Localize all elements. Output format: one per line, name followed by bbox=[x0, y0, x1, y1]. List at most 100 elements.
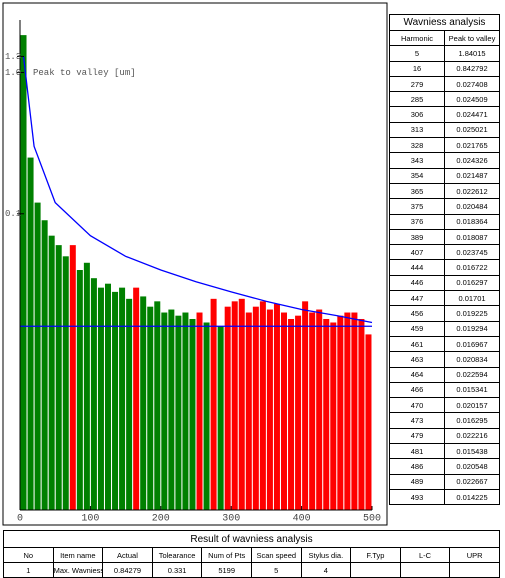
header-row: No Item name Actual Tolearance Num of Pts Sca… bbox=[3, 547, 500, 563]
cell: 489 bbox=[389, 473, 445, 490]
bar bbox=[34, 202, 41, 510]
bar bbox=[168, 309, 175, 510]
data-row: 481 0.015438 bbox=[389, 443, 500, 460]
bar bbox=[76, 270, 83, 510]
bar bbox=[55, 245, 62, 510]
data-row: 306 0.024471 bbox=[389, 106, 500, 123]
cell: 481 bbox=[389, 443, 445, 460]
data-row: 354 0.021487 bbox=[389, 167, 500, 184]
bar bbox=[266, 309, 273, 510]
cell: 0.020834 bbox=[444, 351, 500, 368]
cell: F.Typ bbox=[350, 547, 401, 563]
cell: 0.020484 bbox=[444, 198, 500, 215]
bar bbox=[126, 298, 133, 510]
cell: 375 bbox=[389, 198, 445, 215]
bar bbox=[161, 312, 168, 510]
bar bbox=[344, 312, 351, 510]
y-axis-label: Peak to valley [um] bbox=[33, 68, 136, 78]
cell: 0.020157 bbox=[444, 397, 500, 414]
data-row: 328 0.021765 bbox=[389, 137, 500, 154]
bar bbox=[196, 312, 203, 510]
data-row: 464 0.022594 bbox=[389, 366, 500, 383]
bar bbox=[323, 318, 330, 510]
data-row: 343 0.024326 bbox=[389, 152, 500, 169]
x-tick-label: 100 bbox=[81, 514, 99, 525]
result-table: Result of wavniess analysis No Item name Ac… bbox=[3, 530, 500, 578]
cell: 444 bbox=[389, 259, 445, 276]
cell: 0.022612 bbox=[444, 182, 500, 200]
bar bbox=[133, 287, 140, 510]
data-row: 463 0.020834 bbox=[389, 351, 500, 368]
bar bbox=[83, 262, 90, 510]
cell: 376 bbox=[389, 213, 445, 230]
cell: 279 bbox=[389, 75, 445, 93]
cell: 0.024326 bbox=[444, 152, 500, 169]
cell: 0.014225 bbox=[444, 488, 500, 506]
data-row: 459 0.019294 bbox=[389, 320, 500, 337]
y-tick-label: 0.1 bbox=[5, 209, 21, 219]
title-row: Result of wavniess analysis bbox=[3, 530, 500, 548]
cell: 0.01701 bbox=[444, 290, 500, 307]
cell: 407 bbox=[389, 244, 445, 261]
cell: Tolearance bbox=[151, 547, 203, 563]
cell: Max. Wavniess bbox=[52, 562, 104, 578]
x-tick-label: 200 bbox=[152, 514, 170, 525]
cell: Actual bbox=[102, 547, 153, 563]
cell: 486 bbox=[389, 458, 445, 475]
cell: 0.018364 bbox=[444, 213, 500, 230]
bar bbox=[302, 301, 309, 510]
bar bbox=[140, 296, 147, 510]
data-row: 479 0.022216 bbox=[389, 427, 500, 445]
cell: 0.019225 bbox=[444, 305, 500, 322]
data-row: 493 0.014225 bbox=[389, 488, 500, 506]
bar bbox=[365, 334, 372, 510]
cell: 0.019294 bbox=[444, 320, 500, 337]
bar bbox=[252, 306, 259, 510]
bar bbox=[20, 35, 27, 510]
cell: 0.015341 bbox=[444, 381, 500, 399]
bar bbox=[295, 315, 302, 510]
cell: 0.016297 bbox=[444, 274, 500, 292]
cell: 4 bbox=[300, 562, 352, 578]
bar bbox=[62, 256, 69, 510]
data-row: 447 0.01701 bbox=[389, 290, 500, 307]
bar bbox=[182, 312, 189, 510]
title-row: Wavniess analysis bbox=[389, 14, 500, 31]
cell: 16 bbox=[389, 60, 445, 77]
data-row: 461 0.016967 bbox=[389, 335, 500, 353]
cell: 328 bbox=[389, 137, 445, 154]
bar bbox=[105, 283, 111, 510]
cell: 479 bbox=[389, 427, 445, 445]
cell: 0.021765 bbox=[444, 137, 500, 154]
cell: 0.331 bbox=[151, 562, 203, 578]
data-row: 376 0.018364 bbox=[389, 213, 500, 230]
x-tick-label: 300 bbox=[222, 514, 240, 525]
data-row: 313 0.025021 bbox=[389, 121, 500, 139]
cell: 313 bbox=[389, 121, 445, 139]
cell bbox=[449, 562, 500, 578]
bar bbox=[288, 318, 295, 510]
cell: 461 bbox=[389, 335, 445, 353]
data-row: 285 0.024509 bbox=[389, 91, 500, 108]
bar bbox=[27, 157, 34, 510]
data-row: 466 0.015341 bbox=[389, 381, 500, 399]
bar bbox=[97, 287, 104, 510]
cell: Item name bbox=[52, 547, 104, 563]
bar bbox=[154, 301, 161, 510]
bar bbox=[224, 306, 231, 510]
bar bbox=[337, 315, 344, 510]
cell: 5199 bbox=[201, 562, 252, 578]
data-row: 489 0.022667 bbox=[389, 473, 500, 490]
cell: 446 bbox=[389, 274, 445, 292]
cell: Harmonic bbox=[389, 29, 445, 47]
cell: 459 bbox=[389, 320, 445, 337]
bar bbox=[281, 312, 287, 510]
cell: 0.018087 bbox=[444, 228, 500, 246]
cell: 470 bbox=[389, 397, 445, 414]
data-row: 365 0.022612 bbox=[389, 182, 500, 200]
cell: 0.022594 bbox=[444, 366, 500, 383]
wavniess-table: Wavniess analysis Harmonic Peak to valley 5… bbox=[389, 14, 500, 506]
x-tick-label: 400 bbox=[293, 514, 311, 525]
bar bbox=[147, 306, 154, 510]
